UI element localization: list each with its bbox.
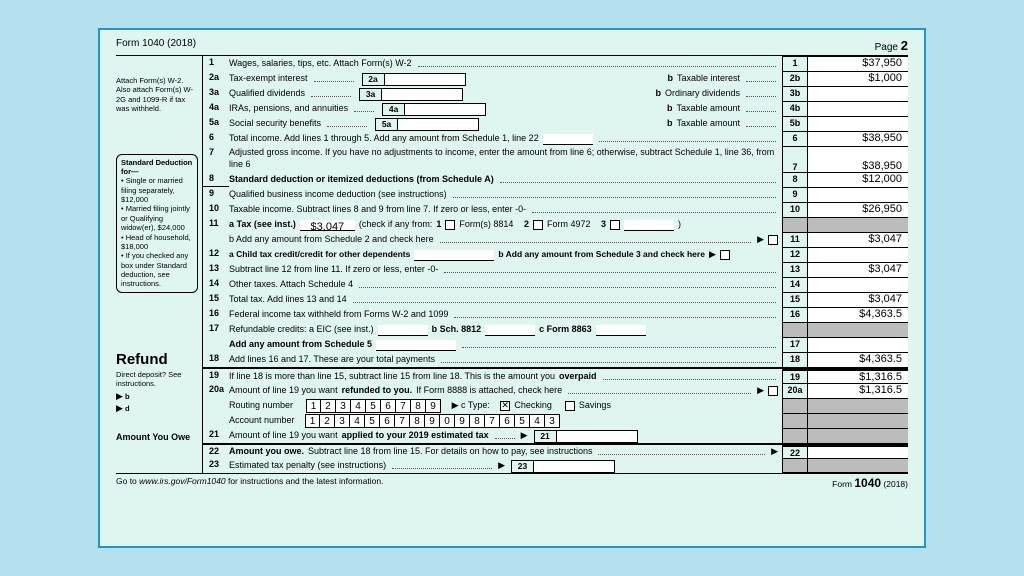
line-13-amount: $3,047 [808,262,908,277]
line-16-amount: $4,363.5 [808,307,908,322]
page-number: Page 2 [875,38,908,53]
checkbox-sch2[interactable] [768,235,778,245]
form-footer: Go to www.irs.gov/Form1040 for instructi… [116,473,908,490]
std-item: • Single or married filing separately, $… [121,176,193,204]
line-13-desc: Subtract line 12 from line 11. If zero o… [229,262,782,277]
line-5a-desc: Social security benefits 5a b Taxable am… [229,116,782,131]
refund-heading: Refund [116,351,198,368]
direct-deposit-note: Direct deposit? See instructions. [116,370,198,389]
line-21-desc: Amount of line 19 you want applied to yo… [229,428,782,443]
checkbox-8888[interactable] [768,386,778,396]
std-deduction-title: Standard Deduction for— [121,158,193,177]
routing-marker: ▶ b [116,391,198,402]
line-15-desc: Total tax. Add lines 13 and 14 [229,292,782,307]
checkbox-savings[interactable] [565,401,575,411]
left-column: Attach Form(s) W-2. Also attach Form(s) … [116,56,202,473]
line-9-desc: Qualified business income deduction (see… [229,187,782,202]
attach-note: Attach Form(s) W-2. Also attach Form(s) … [116,76,198,114]
line-19-desc: If line 18 is more than line 15, subtrac… [229,369,782,383]
line-19-amount: $1,316.5 [808,369,908,383]
line-18-amount: $4,363.5 [808,352,908,367]
line-4a-desc: IRAs, pensions, and annuities 4a b Taxab… [229,101,782,116]
line-11-amount: $3,047 [808,232,908,247]
std-item: • Head of household, $18,000 [121,233,193,252]
checkbox-4972[interactable] [533,220,543,230]
line-2b-amount: $1,000 [808,71,908,86]
line-2a-desc: Tax-exempt interest 2a b Taxable interes… [229,71,782,86]
line-16-desc: Federal income tax withheld from Forms W… [229,307,782,322]
standard-deduction-box: Standard Deduction for— • Single or marr… [116,154,198,293]
line-10-desc: Taxable income. Subtract lines 8 and 9 f… [229,202,782,217]
account-digits[interactable]: 12345678909876543 [305,414,560,428]
line-10-amount: $26,950 [808,202,908,217]
std-item: • If you checked any box under Standard … [121,251,193,289]
amount-you-owe-heading: Amount You Owe [116,432,198,442]
checkbox-3[interactable] [610,220,620,230]
line-20a-amount: $1,316.5 [808,383,908,398]
line-3a-desc: Qualified dividends 3a b Ordinary divide… [229,86,782,101]
line-20d-account: Account number 12345678909876543 [229,413,782,428]
checkbox-checking[interactable] [500,401,510,411]
form-header: Form 1040 (2018) Page 2 [116,38,908,56]
line-1-desc: Wages, salaries, tips, etc. Attach Form(… [229,56,782,71]
line-11b-desc: b Add any amount from Schedule 2 and che… [229,232,782,247]
line-18-desc: Add lines 16 and 17. These are your tota… [229,352,782,367]
line-17-desc: Refundable credits: a EIC (see inst.) b … [229,322,782,337]
line-6-amount: $38,950 [808,131,908,146]
line-14-desc: Other taxes. Attach Schedule 4 [229,277,782,292]
routing-digits[interactable]: 123456789 [306,399,441,413]
line-20b-routing: Routing number 123456789 ▶ c Type: Check… [229,398,782,413]
line-7-desc: Adjusted gross income. If you have no ad… [229,146,782,172]
line-8-amount: $12,000 [808,172,908,187]
line-17-add-desc: Add any amount from Schedule 5 [229,337,782,352]
form-title: Form 1040 (2018) [116,38,196,53]
line-7-amount: $38,950 [808,146,908,172]
form-page: Form 1040 (2018) Page 2 Attach Form(s) W… [98,28,926,548]
checkbox-8814[interactable] [445,220,455,230]
line-1-amount: $37,950 [808,56,908,71]
account-marker: ▶ d [116,403,198,414]
line-22-desc: Amount you owe. Subtract line 18 from li… [229,445,782,458]
lines-table: 1 Wages, salaries, tips, etc. Attach For… [202,56,908,473]
line-23-desc: Estimated tax penalty (see instructions)… [229,458,782,473]
line-20a-desc: Amount of line 19 you want refunded to y… [229,383,782,398]
checkbox-sch3[interactable] [720,250,730,260]
line-12-desc: a Child tax credit/credit for other depe… [229,247,782,262]
line-6-desc: Total income. Add lines 1 through 5. Add… [229,131,782,146]
line-8-desc: Standard deduction or itemized deduction… [229,172,782,187]
std-item: • Married filing jointly or Qualifying w… [121,204,193,232]
line-11a-desc: a Tax (see inst.) $3,047 (check if any f… [229,217,782,232]
line-15-amount: $3,047 [808,292,908,307]
